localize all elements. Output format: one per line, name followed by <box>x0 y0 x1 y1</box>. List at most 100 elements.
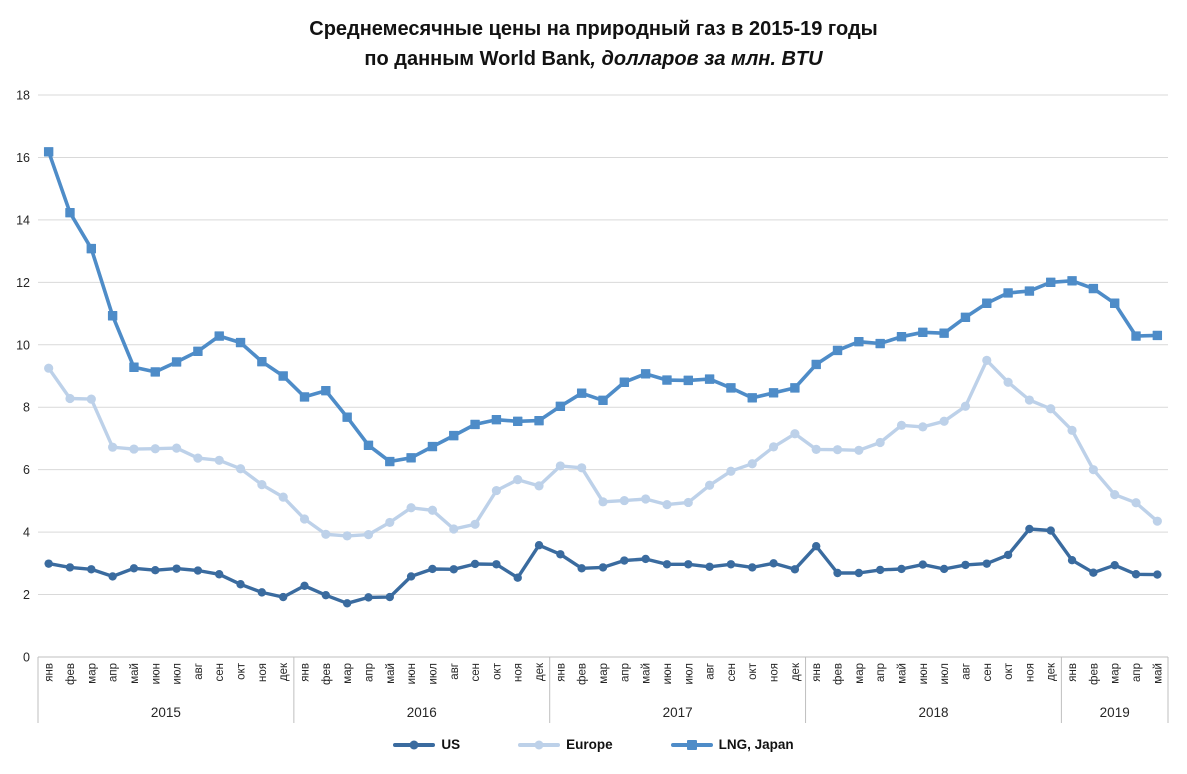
month-label: июн <box>662 663 674 684</box>
data-point-us <box>641 554 650 564</box>
y-axis-label: 12 <box>16 276 30 290</box>
data-point-lng-japan <box>299 392 310 402</box>
year-label: 2017 <box>663 705 693 720</box>
data-point-us <box>428 564 437 574</box>
data-point-lng-japan <box>1088 283 1099 294</box>
data-point-lng-japan <box>342 412 352 422</box>
data-point-europe <box>150 444 160 454</box>
data-point-lng-japan <box>768 388 779 398</box>
data-point-us <box>151 566 160 575</box>
data-point-lng-japan <box>811 359 821 370</box>
data-point-us <box>982 559 991 568</box>
month-label: мар <box>598 663 610 684</box>
chart-title-text: Среднемесячные цены на природный газ в 2… <box>309 18 878 40</box>
month-label: авг <box>449 663 461 680</box>
month-label: сен <box>982 663 994 682</box>
month-label: апр <box>875 663 887 682</box>
data-point-europe <box>278 492 288 502</box>
data-point-lng-japan <box>896 331 907 342</box>
month-label: авг <box>960 663 972 680</box>
month-label: июн <box>918 663 930 684</box>
lng-japan-line-swatch <box>670 739 713 750</box>
year-label: 2019 <box>1100 705 1130 720</box>
data-point-europe <box>321 529 331 539</box>
month-label: дек <box>1046 662 1058 681</box>
data-point-europe <box>641 494 651 504</box>
data-point-lng-japan <box>1003 288 1013 298</box>
data-point-us <box>364 593 373 602</box>
data-point-europe <box>449 524 459 534</box>
chart-source-text: по данным World Bank <box>364 48 591 70</box>
legend-item-lng-japan: LNG, Japan <box>670 737 794 752</box>
data-point-lng-japan <box>555 401 566 411</box>
data-point-europe <box>768 442 779 452</box>
data-point-lng-japan <box>662 375 672 385</box>
data-point-lng-japan <box>193 346 203 357</box>
data-point-us <box>620 556 629 565</box>
month-label: янв <box>555 663 567 682</box>
data-point-europe <box>470 519 480 529</box>
data-point-europe <box>1110 490 1120 500</box>
data-point-lng-japan <box>171 357 182 367</box>
series-line-europe <box>47 358 1160 538</box>
legend: US Europe LNG, Japan <box>0 737 1187 752</box>
data-point-lng-japan <box>406 453 416 463</box>
data-point-europe <box>65 393 75 404</box>
month-label: окт <box>236 662 248 680</box>
month-label: июл <box>939 663 951 685</box>
month-label: июн <box>150 663 162 684</box>
data-point-us <box>556 550 565 559</box>
data-point-europe <box>1046 404 1056 414</box>
data-point-europe <box>108 442 118 452</box>
legend-label-lng-japan: LNG, Japan <box>718 737 794 752</box>
data-point-europe <box>299 514 310 524</box>
chart-title-line-2: по данным World Bank, долларов за млн. B… <box>0 44 1187 74</box>
month-label: мар <box>854 663 866 684</box>
y-axis-label: 8 <box>23 401 30 415</box>
y-axis-label: 0 <box>23 651 30 665</box>
data-point-europe <box>491 485 501 496</box>
month-label: сен <box>214 663 226 682</box>
data-point-lng-japan <box>982 298 992 308</box>
data-point-lng-japan <box>640 369 651 379</box>
month-label: апр <box>363 663 375 682</box>
data-point-us <box>215 570 224 579</box>
data-point-europe <box>982 355 992 365</box>
month-label: ноя <box>257 663 269 682</box>
data-point-us <box>1089 568 1098 577</box>
data-point-us <box>534 541 544 550</box>
y-axis-label: 6 <box>23 463 30 477</box>
data-point-lng-japan <box>278 371 288 381</box>
month-label: янв <box>811 663 823 682</box>
data-point-europe <box>1088 465 1098 475</box>
data-point-lng-japan <box>832 345 843 356</box>
data-point-europe <box>918 422 928 432</box>
data-point-europe <box>790 429 800 439</box>
data-point-europe <box>960 401 971 411</box>
data-point-lng-japan <box>875 338 885 349</box>
data-point-lng-japan <box>257 356 267 367</box>
year-label: 2016 <box>407 705 437 720</box>
data-point-lng-japan <box>214 331 224 341</box>
month-label: дек <box>790 662 802 681</box>
data-point-lng-japan <box>427 441 438 452</box>
month-label: май <box>129 663 141 684</box>
data-point-europe <box>1152 516 1162 526</box>
data-point-europe <box>683 497 693 508</box>
data-point-europe <box>44 363 54 373</box>
month-label: сен <box>470 663 482 682</box>
data-point-lng-japan <box>1024 286 1035 296</box>
month-label: фев <box>321 663 333 685</box>
data-point-lng-japan <box>726 383 736 393</box>
lng-japan-marker-icon <box>686 739 697 750</box>
month-label: янв <box>44 663 56 682</box>
data-point-europe <box>193 453 203 463</box>
data-point-us <box>1067 556 1077 565</box>
data-point-us <box>492 560 501 569</box>
month-label: апр <box>619 663 631 682</box>
month-label: апр <box>1131 663 1143 682</box>
data-point-us <box>172 564 181 573</box>
month-label: июл <box>172 663 184 685</box>
data-point-us <box>87 565 96 574</box>
